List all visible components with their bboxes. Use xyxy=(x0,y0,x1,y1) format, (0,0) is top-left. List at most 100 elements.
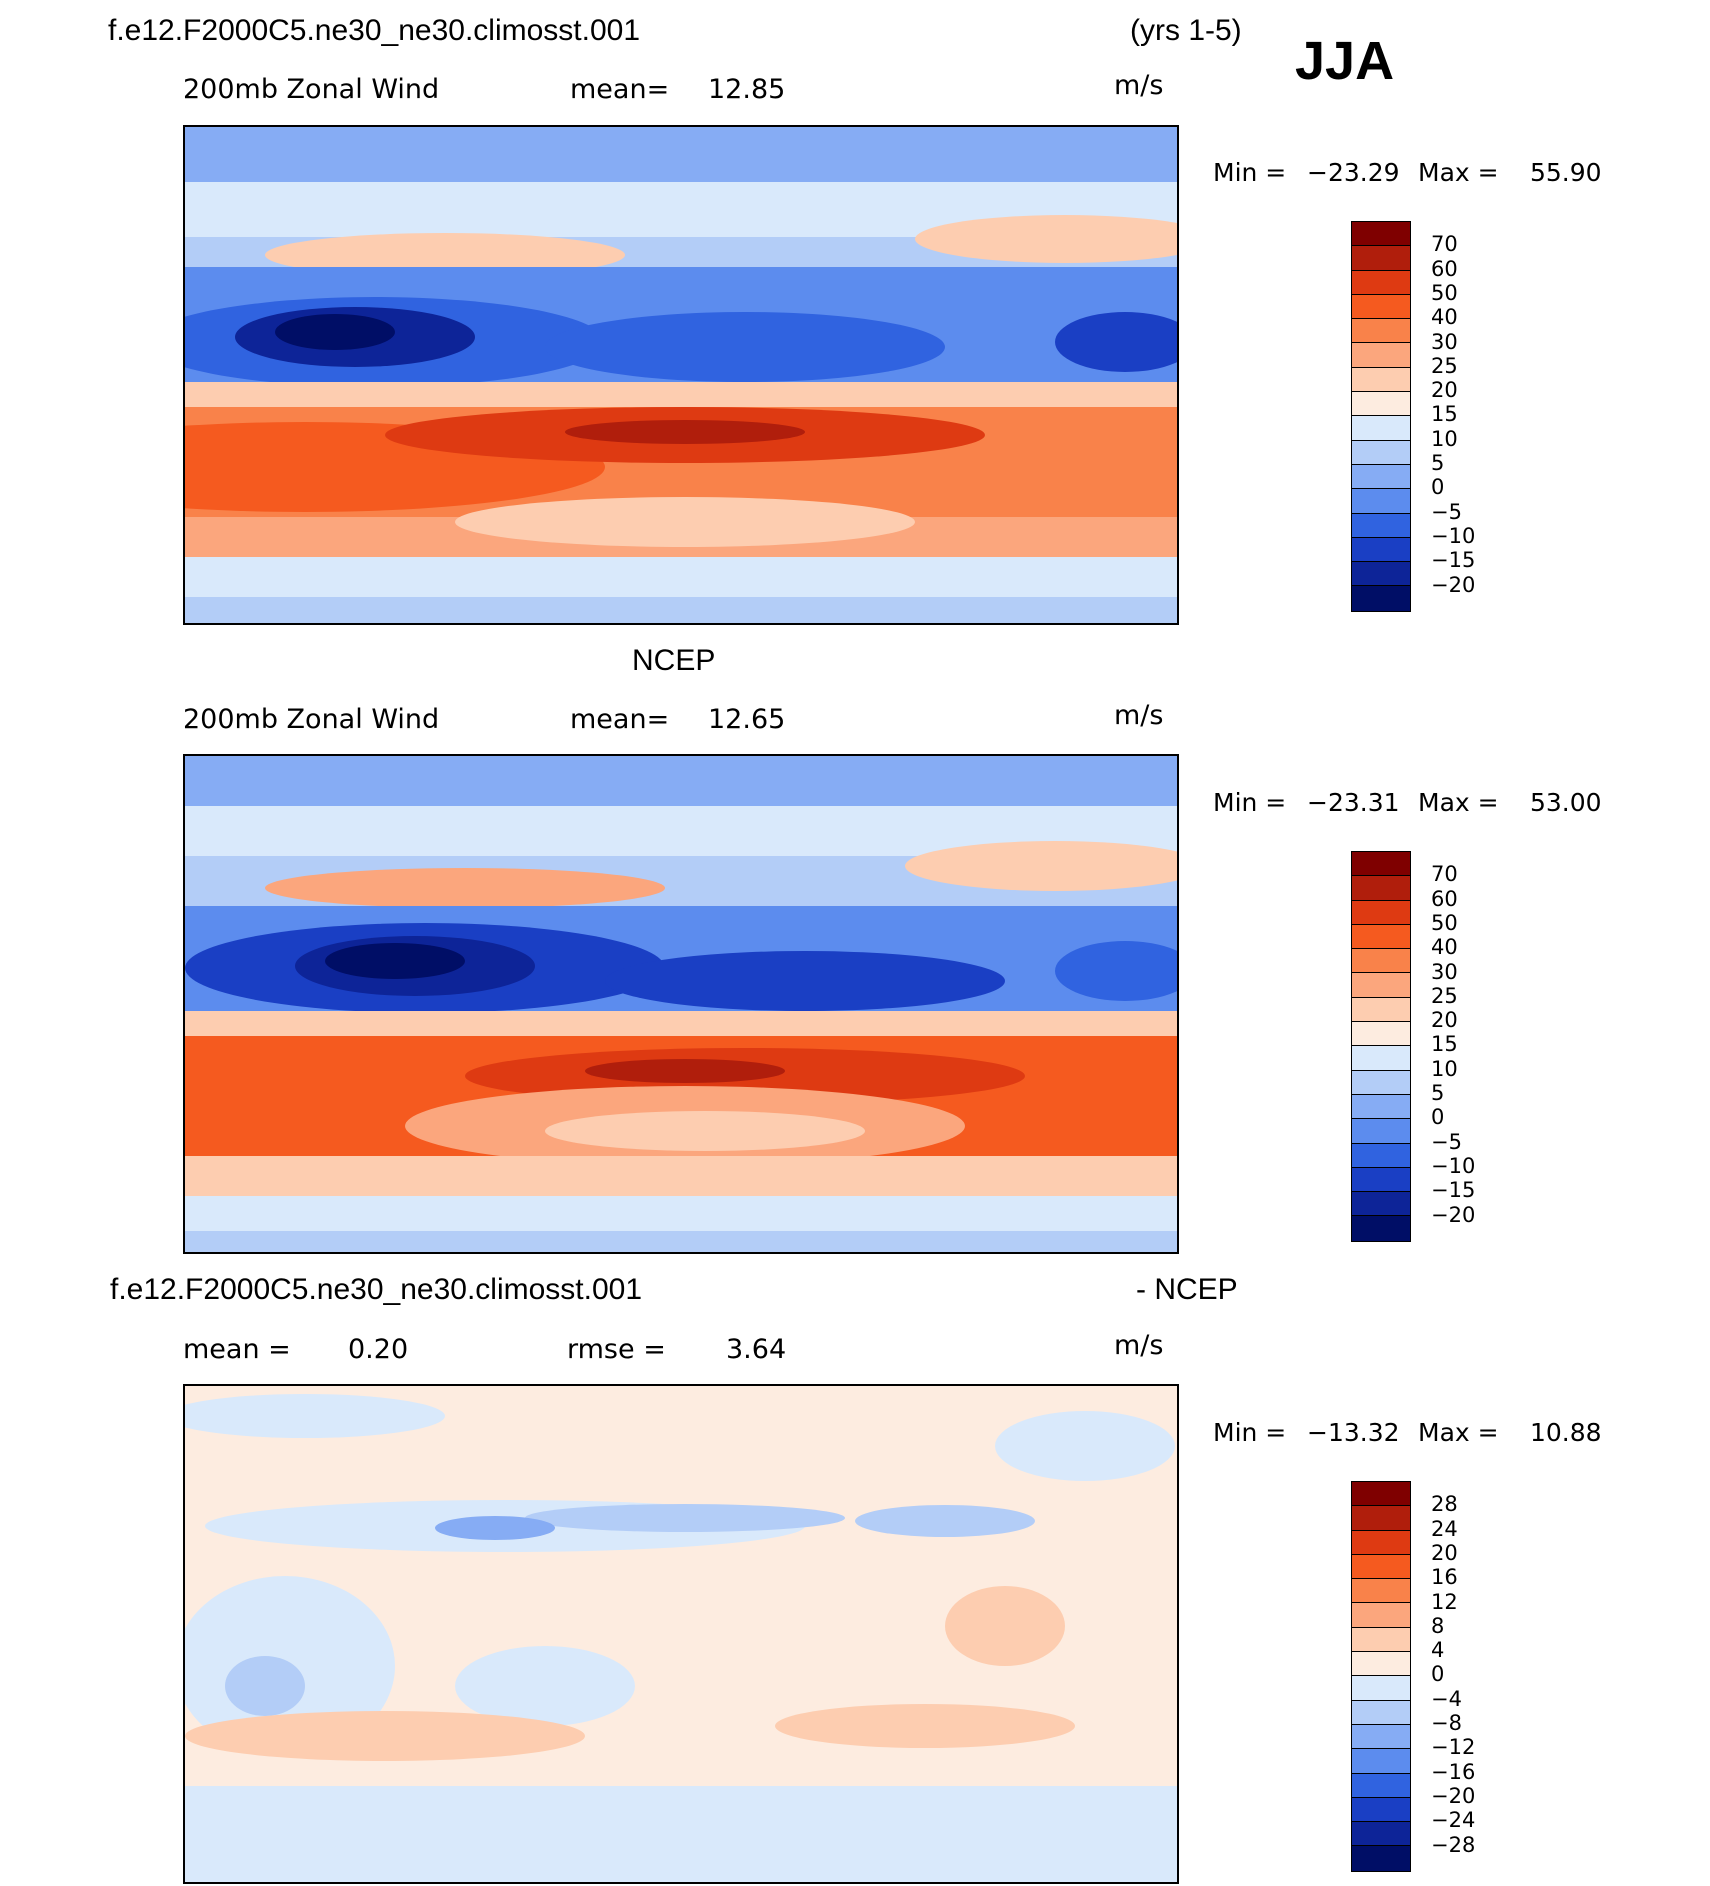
panel3-colorbar xyxy=(1351,1481,1411,1872)
colorbar-swatch xyxy=(1352,246,1410,271)
case-title: f.e12.F2000C5.ne30_ne30.climosst.001 xyxy=(108,14,641,47)
colorbar-swatch xyxy=(1352,440,1410,465)
colorbar-label: 50 xyxy=(1431,280,1458,305)
colorbar-label: 20 xyxy=(1431,378,1458,403)
colorbar-swatch xyxy=(1352,392,1410,417)
colorbar-swatch xyxy=(1352,513,1410,538)
colorbar-label: 24 xyxy=(1431,1516,1458,1541)
colorbar-swatch xyxy=(1352,489,1410,514)
season-label: JJA xyxy=(1295,31,1395,91)
panel3-max-label: Max = xyxy=(1418,1418,1499,1447)
panel3-units: m/s xyxy=(1114,1330,1164,1361)
colorbar-swatch xyxy=(1352,537,1410,563)
colorbar-label: 70 xyxy=(1431,232,1458,257)
panel3-field xyxy=(185,1386,1177,1882)
colorbar-label: −12 xyxy=(1431,1735,1476,1760)
colorbar-label: 30 xyxy=(1431,959,1458,984)
colorbar-swatch xyxy=(1352,562,1410,587)
colorbar-label: 28 xyxy=(1431,1492,1458,1517)
panel1-field xyxy=(185,127,1177,623)
colorbar-label: 70 xyxy=(1431,862,1458,887)
colorbar-swatch xyxy=(1352,294,1410,320)
colorbar-label: 40 xyxy=(1431,935,1458,960)
colorbar-label: −16 xyxy=(1431,1759,1476,1784)
colorbar-swatch xyxy=(1352,973,1410,998)
colorbar-swatch xyxy=(1352,1192,1410,1217)
colorbar-swatch xyxy=(1352,1652,1410,1677)
colorbar-label: 0 xyxy=(1431,475,1445,500)
colorbar-label: 10 xyxy=(1431,1056,1458,1081)
colorbar-swatch xyxy=(1352,1530,1410,1555)
colorbar-label: 0 xyxy=(1431,1662,1445,1687)
colorbar-swatch xyxy=(1352,1700,1410,1725)
colorbar-swatch xyxy=(1352,222,1410,247)
colorbar-label: −24 xyxy=(1431,1808,1476,1833)
colorbar-swatch xyxy=(1352,900,1410,925)
colorbar-label: −20 xyxy=(1431,572,1476,597)
colorbar-label: −10 xyxy=(1431,523,1476,548)
colorbar-swatch xyxy=(1352,1119,1410,1144)
colorbar-label: −4 xyxy=(1431,1686,1462,1711)
colorbar-swatch xyxy=(1352,1846,1410,1871)
panel2-mean-label: mean= xyxy=(570,704,670,735)
panel2-title: NCEP xyxy=(632,644,716,677)
colorbar-label: 8 xyxy=(1431,1613,1445,1638)
colorbar-swatch xyxy=(1352,1046,1410,1071)
colorbar-swatch xyxy=(1352,1070,1410,1095)
panel3-mean-value: 0.20 xyxy=(348,1334,409,1365)
colorbar-swatch xyxy=(1352,1094,1410,1120)
colorbar-swatch xyxy=(1352,1554,1410,1580)
colorbar-swatch xyxy=(1352,343,1410,368)
panel3-title-right: - NCEP xyxy=(1136,1273,1238,1306)
panel3-min-value: −13.32 xyxy=(1307,1418,1400,1447)
colorbar-swatch xyxy=(1352,270,1410,295)
panel1-variable: 200mb Zonal Wind xyxy=(183,74,440,105)
colorbar-label: 15 xyxy=(1431,402,1458,427)
colorbar-swatch xyxy=(1352,1676,1410,1701)
colorbar-swatch xyxy=(1352,949,1410,974)
panel2-units: m/s xyxy=(1114,700,1164,731)
panel1-units: m/s xyxy=(1114,70,1164,101)
years-label: (yrs 1-5) xyxy=(1130,14,1242,47)
colorbar-label: −8 xyxy=(1431,1711,1462,1735)
colorbar-swatch xyxy=(1352,1627,1410,1653)
panel2-min-value: −23.31 xyxy=(1307,788,1400,817)
colorbar-label: 60 xyxy=(1431,886,1458,911)
panel1-map xyxy=(183,125,1179,625)
colorbar-swatch xyxy=(1352,1506,1410,1531)
colorbar-label: −5 xyxy=(1431,499,1462,524)
colorbar-label: 16 xyxy=(1431,1565,1458,1590)
panel3-rmse-label: rmse = xyxy=(567,1334,666,1365)
panel1-min-label: Min = xyxy=(1213,158,1287,187)
panel2-map xyxy=(183,754,1179,1254)
colorbar-label: 25 xyxy=(1431,353,1458,378)
colorbar-label: −15 xyxy=(1431,548,1476,573)
colorbar-swatch xyxy=(1352,852,1410,877)
colorbar-label: 4 xyxy=(1431,1638,1445,1663)
colorbar-swatch xyxy=(1352,586,1410,611)
panel1-mean-label: mean= xyxy=(570,74,670,105)
panel3-title-left: f.e12.F2000C5.ne30_ne30.climosst.001 xyxy=(110,1273,643,1306)
panel3-max-value: 10.88 xyxy=(1530,1418,1602,1447)
panel3-map xyxy=(183,1384,1179,1884)
panel1-max-value: 55.90 xyxy=(1530,158,1602,187)
panel3-rmse-value: 3.64 xyxy=(726,1334,787,1365)
colorbar-swatch xyxy=(1352,1167,1410,1193)
colorbar-label: 15 xyxy=(1431,1032,1458,1057)
colorbar-swatch xyxy=(1352,416,1410,441)
colorbar-swatch xyxy=(1352,1482,1410,1507)
panel2-colorbar xyxy=(1351,851,1411,1242)
panel2-max-label: Max = xyxy=(1418,788,1499,817)
colorbar-swatch xyxy=(1352,1603,1410,1628)
panel1-max-label: Max = xyxy=(1418,158,1499,187)
colorbar-label: 20 xyxy=(1431,1008,1458,1033)
colorbar-swatch xyxy=(1352,1724,1410,1750)
colorbar-label: 50 xyxy=(1431,910,1458,935)
panel3-mean-label: mean = xyxy=(183,1334,291,1365)
colorbar-swatch xyxy=(1352,1579,1410,1604)
colorbar-label: −10 xyxy=(1431,1153,1476,1178)
colorbar-swatch xyxy=(1352,1773,1410,1798)
panel2-mean-value: 12.65 xyxy=(708,704,786,735)
colorbar-label: −20 xyxy=(1431,1783,1476,1808)
colorbar-label: −5 xyxy=(1431,1129,1462,1154)
